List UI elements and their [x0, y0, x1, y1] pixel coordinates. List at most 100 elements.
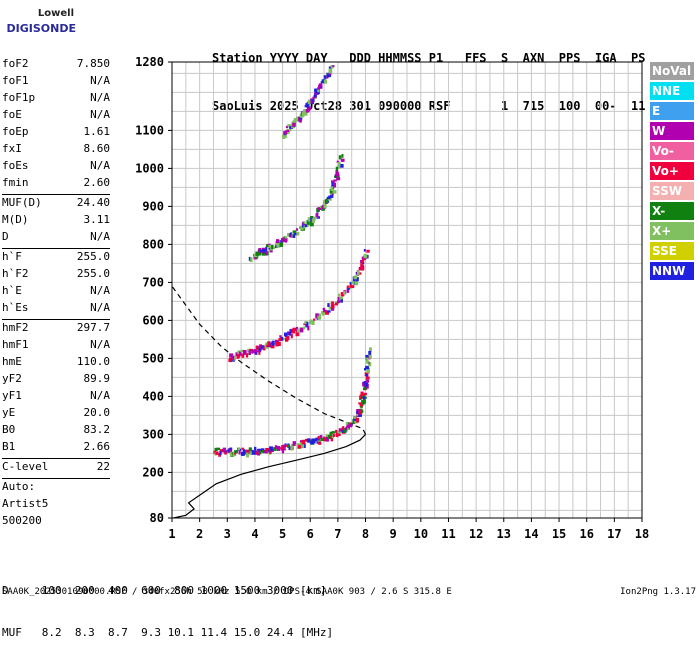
echo-point — [343, 291, 346, 295]
echo-point — [262, 249, 267, 253]
echo-point — [332, 65, 335, 68]
echo-point — [311, 438, 315, 444]
echo-point — [363, 249, 366, 252]
profile-solid — [173, 433, 366, 519]
echo-point — [333, 182, 337, 188]
echo-point — [340, 163, 344, 168]
echo-point — [329, 188, 333, 194]
echo-point — [257, 350, 262, 353]
echo-point — [330, 436, 334, 442]
logo-line1: Lowell — [37, 8, 74, 19]
param-key: B0 — [2, 423, 16, 436]
echo-point — [261, 251, 264, 254]
echo-point — [248, 447, 252, 452]
echo-point — [266, 244, 270, 248]
param-row-hme: hmE 110.0 — [2, 355, 110, 372]
param-key: foF1p — [2, 91, 36, 104]
echo-point — [258, 448, 262, 451]
echo-point — [317, 87, 321, 92]
echo-point — [323, 79, 328, 84]
x-tick-label: 5 — [279, 527, 286, 541]
echo-point — [336, 160, 340, 163]
param-key: h`F2 — [2, 267, 29, 280]
param-key: yF1 — [2, 389, 22, 402]
param-separator — [2, 194, 110, 195]
echo-point — [362, 395, 366, 400]
echo-traces — [213, 64, 372, 458]
echo-point — [327, 303, 330, 307]
echo-point — [313, 318, 316, 321]
echo-point — [269, 248, 273, 253]
param-value: N/A — [90, 230, 110, 243]
echo-point — [272, 246, 276, 249]
x-tick-label: 6 — [307, 527, 314, 541]
param-value: 255.0 — [76, 267, 110, 280]
echo-point — [320, 437, 325, 442]
autoscale-line: Auto: — [2, 480, 36, 493]
echo-point — [347, 287, 350, 290]
param-key: fmin — [2, 176, 29, 189]
legend-item-vo-: Vo- — [650, 142, 694, 160]
echo-point — [254, 350, 258, 353]
param-row-mufd: MUF(D) 24.40 — [2, 196, 110, 213]
param-row-b0: B0 83.2 — [2, 423, 110, 440]
echo-point — [292, 443, 296, 446]
param-separator — [2, 248, 110, 249]
file-info: SAA0K_2025301090000.RSF / 340fx256h 50 k… — [2, 587, 452, 597]
param-value: N/A — [90, 338, 110, 351]
echo-point — [276, 446, 281, 451]
echo-point — [255, 451, 259, 455]
echo-point — [229, 353, 234, 358]
echo-point — [360, 266, 365, 271]
echo-point — [219, 450, 222, 455]
echo-point — [323, 201, 326, 205]
echo-point — [299, 441, 302, 446]
param-row-hmf1: hmF1 N/A — [2, 338, 110, 355]
echo-point — [340, 299, 343, 303]
echo-point — [296, 117, 300, 121]
echo-point — [248, 256, 251, 261]
echo-point — [362, 258, 365, 264]
plot-frame — [171, 61, 643, 519]
echo-point — [315, 313, 319, 319]
echo-point — [263, 450, 268, 454]
param-key: foF1 — [2, 74, 29, 87]
echo-point — [234, 450, 238, 454]
echo-point — [346, 288, 350, 293]
echo-point — [293, 118, 297, 122]
echo-point — [334, 302, 338, 306]
echo-point — [345, 421, 348, 426]
param-row-b1: B1 2.66 — [2, 440, 110, 457]
param-row-d: D N/A — [2, 230, 110, 247]
param-row-fof1p: foF1p N/A — [2, 91, 110, 108]
param-row-clevel: C-level 22 — [2, 460, 110, 477]
echo-point — [326, 73, 330, 78]
x-tick-label: 2 — [196, 527, 203, 541]
legend-item-w: W — [650, 122, 694, 140]
echo-point — [256, 448, 260, 451]
echo-point — [249, 348, 253, 352]
echo-point — [278, 338, 282, 342]
param-row-foes: foEs N/A — [2, 159, 110, 176]
param-row-hf: h`F 255.0 — [2, 250, 110, 267]
echo-point — [229, 449, 233, 452]
echo-point — [307, 438, 311, 443]
echo-point — [237, 447, 240, 451]
echo-point — [354, 275, 358, 278]
echo-point — [330, 306, 335, 311]
echo-point — [287, 232, 290, 237]
echo-point — [274, 446, 279, 449]
echo-point — [286, 129, 290, 132]
trace-1 — [213, 347, 372, 458]
autoscale-line: Artist5 — [2, 497, 49, 510]
echo-point — [282, 134, 286, 139]
echo-point — [262, 347, 266, 351]
echo-point — [335, 166, 339, 171]
echo-point — [323, 312, 327, 315]
echo-point — [296, 231, 300, 236]
echo-point — [288, 446, 292, 451]
y-tick-label: 400 — [142, 389, 164, 403]
param-key: foF2 — [2, 57, 29, 70]
echo-point — [265, 246, 268, 252]
echo-point — [284, 130, 288, 134]
